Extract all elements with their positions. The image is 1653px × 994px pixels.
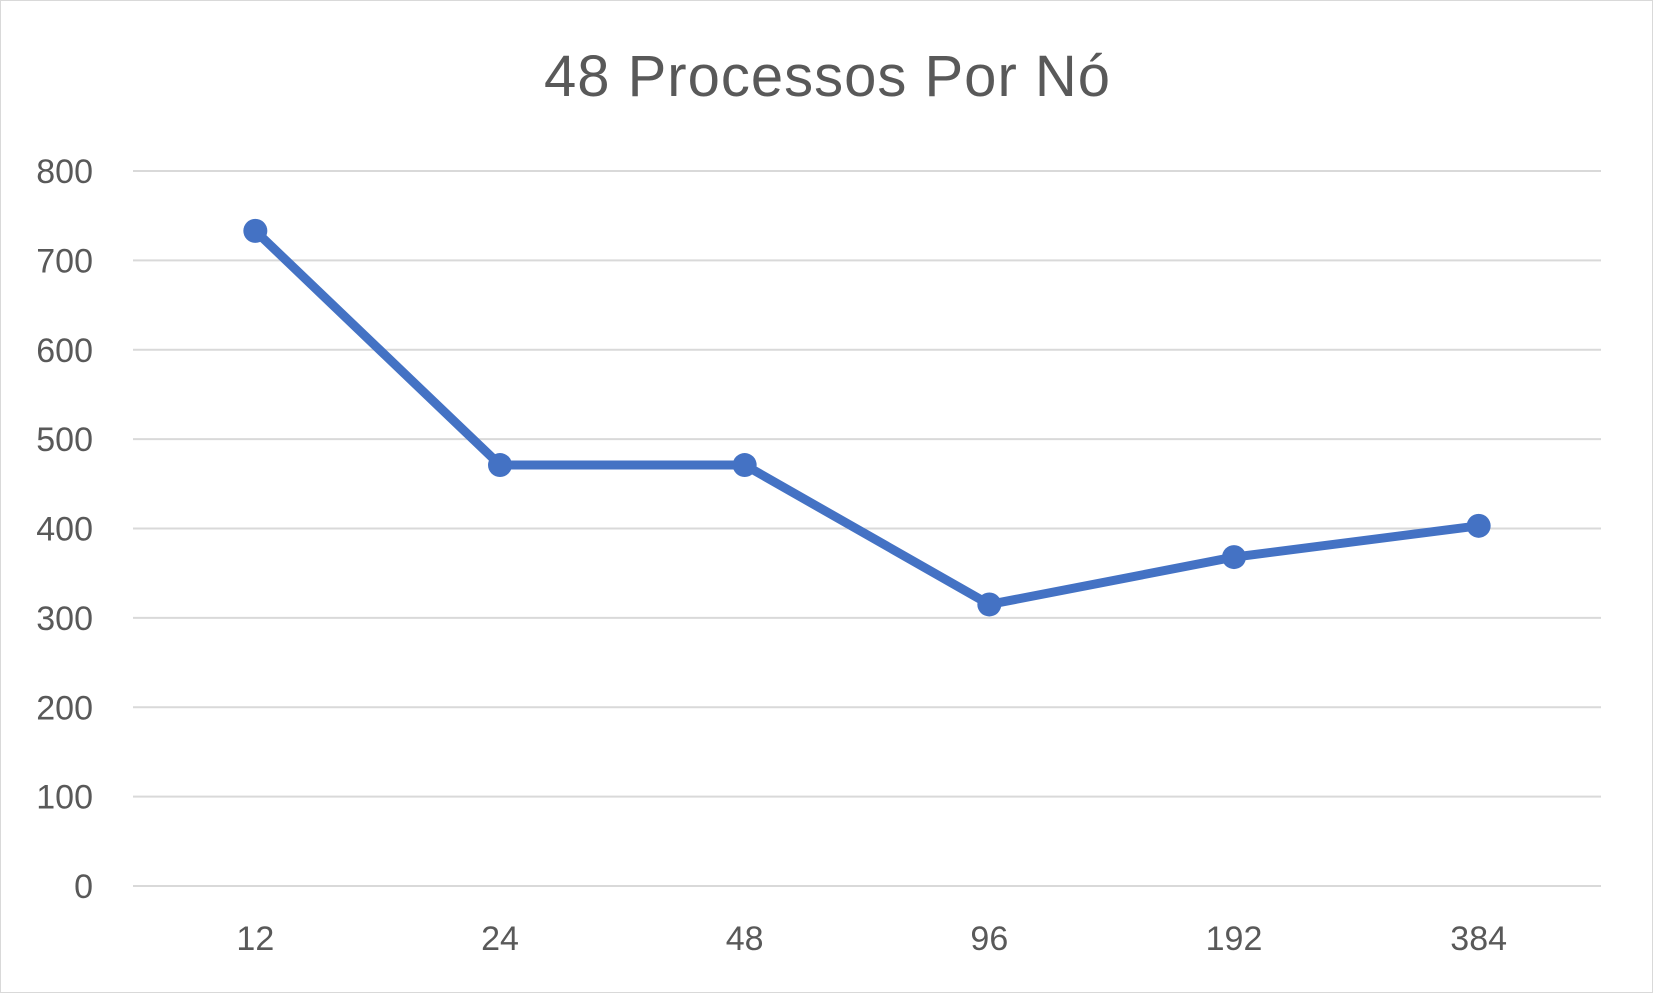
y-tick-label: 700: [36, 242, 93, 280]
y-tick-label: 400: [36, 511, 93, 549]
x-tick-label: 384: [1450, 920, 1507, 958]
x-tick-label: 96: [970, 920, 1008, 958]
x-axis-tick-labels: 12 24 48 96 192 384: [236, 920, 1507, 958]
series-layer: [243, 218, 1491, 617]
data-point: [488, 453, 512, 478]
data-point: [1222, 545, 1246, 570]
y-tick-label: 600: [36, 332, 93, 370]
chart-title: 48 Processos Por Nó: [543, 44, 1112, 109]
y-tick-label: 500: [36, 421, 93, 459]
data-point: [243, 218, 268, 243]
y-tick-label: 800: [36, 153, 93, 191]
x-tick-label: 12: [236, 920, 274, 958]
gridlines: [133, 170, 1601, 887]
x-tick-label: 48: [726, 920, 764, 958]
data-point: [977, 592, 1002, 617]
series-line: [250, 226, 1484, 609]
x-tick-label: 24: [481, 920, 519, 958]
data-point: [1466, 513, 1491, 538]
y-tick-label: 0: [74, 868, 93, 906]
data-point: [732, 453, 757, 478]
y-tick-label: 200: [36, 689, 93, 727]
y-tick-label: 100: [36, 779, 93, 817]
x-tick-label: 192: [1206, 920, 1263, 958]
y-axis-tick-labels: 0 100 200 300 400 500 600 700 800: [36, 153, 93, 906]
y-tick-label: 300: [36, 600, 93, 638]
